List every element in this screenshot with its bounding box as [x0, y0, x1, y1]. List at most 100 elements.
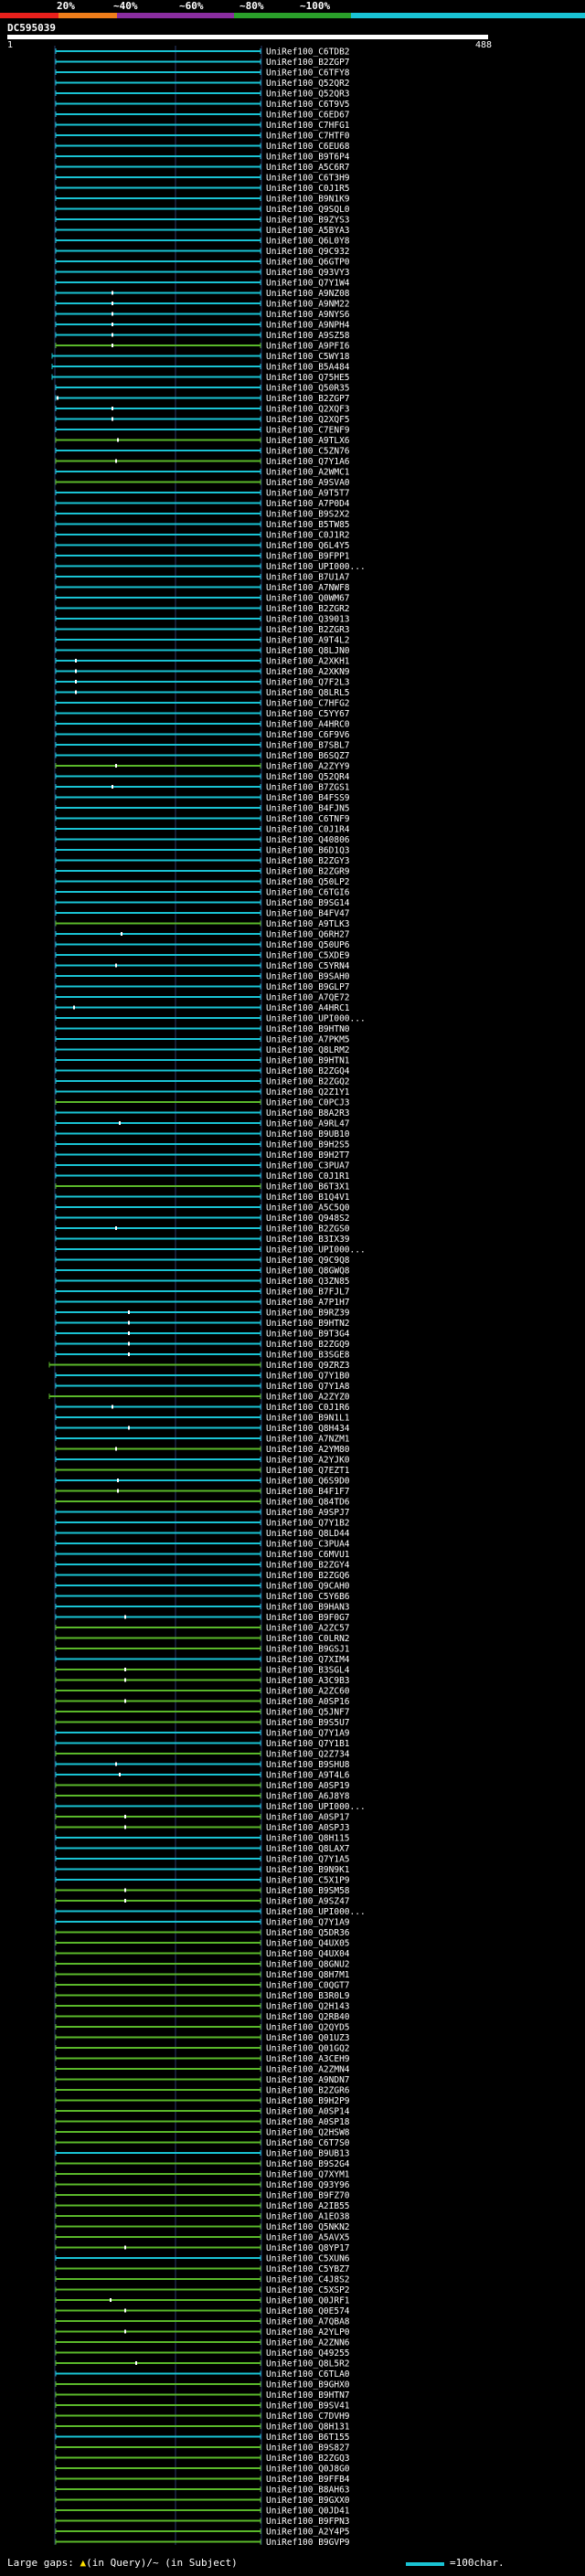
hit-label[interactable]: UniRef100_A9T4L6	[266, 1771, 350, 1781]
hit-row[interactable]: UniRef100_B9H2P9	[55, 2096, 350, 2106]
hit-label[interactable]: UniRef100_A2IB55	[266, 2201, 350, 2211]
hit-row[interactable]: UniRef100_B7FJL7	[55, 1288, 350, 1298]
hit-label[interactable]: UniRef100_Q2H143	[266, 2002, 350, 2012]
hit-row[interactable]: UniRef100_Q49255	[55, 2348, 350, 2359]
hit-label[interactable]: UniRef100_Q7Y1B0	[266, 1372, 350, 1382]
hit-row[interactable]: UniRef100_A5BYA3	[55, 226, 350, 236]
hit-label[interactable]: UniRef100_A0SP17	[266, 1813, 350, 1823]
hit-row[interactable]: UniRef100_Q7Y1B1	[55, 1739, 350, 1749]
hit-row[interactable]: UniRef100_B9GLP7	[55, 982, 350, 992]
hit-label[interactable]: UniRef100_Q75HE5	[266, 373, 350, 383]
hit-label[interactable]: UniRef100_Q5JNF7	[266, 1708, 350, 1718]
hit-row[interactable]: UniRef100_A9SZ58	[55, 331, 350, 341]
hit-row[interactable]: UniRef100_A9T4L2	[55, 636, 350, 646]
hit-row[interactable]: UniRef100_A9SVA0	[55, 478, 350, 488]
hit-label[interactable]: UniRef100_A7NWF8	[266, 583, 350, 593]
hit-row[interactable]: UniRef100_Q8H7M1	[55, 1970, 350, 1980]
hit-label[interactable]: UniRef100_A9SZ47	[266, 1897, 350, 1907]
hit-row[interactable]: UniRef100_B2ZGY4	[55, 1561, 350, 1571]
hit-row[interactable]: UniRef100_C3PUA4	[55, 1540, 350, 1550]
hit-label[interactable]: UniRef100_Q84TD6	[266, 1498, 350, 1508]
hit-label[interactable]: UniRef100_UPI000...	[266, 1907, 366, 1917]
hit-label[interactable]: UniRef100_C6TNF9	[266, 814, 350, 824]
hit-label[interactable]: UniRef100_B9FPP1	[266, 552, 350, 562]
hit-row[interactable]: UniRef100_B6T3X1	[55, 1182, 350, 1193]
hit-row[interactable]: UniRef100_Q7Y1B2	[55, 1519, 350, 1529]
hit-row[interactable]: UniRef100_B9GXX0	[55, 2496, 350, 2506]
hit-label[interactable]: UniRef100_B4FSS9	[266, 793, 350, 803]
hit-label[interactable]: UniRef100_Q2Z734	[266, 1750, 350, 1760]
hit-row[interactable]: UniRef100_A7QE72	[55, 993, 350, 1003]
hit-row[interactable]: UniRef100_C6ED67	[55, 111, 350, 121]
hit-row[interactable]: UniRef100_C4J8S2	[55, 2275, 350, 2285]
hit-row[interactable]: UniRef100_B9SAH0	[55, 972, 350, 982]
hit-row[interactable]: UniRef100_C6TNF9	[55, 814, 350, 824]
hit-row[interactable]: UniRef100_B9S827	[55, 2443, 350, 2454]
hit-label[interactable]: UniRef100_A4HRC0	[266, 720, 350, 730]
hit-label[interactable]: UniRef100_Q7Y1A9	[266, 1918, 350, 1928]
hit-row[interactable]: UniRef100_A5C5Q0	[55, 1203, 350, 1214]
hit-row[interactable]: UniRef100_C6MVU1	[55, 1550, 350, 1560]
hit-row[interactable]: UniRef100_A9NYS6	[55, 310, 350, 320]
hit-row[interactable]: UniRef100_A7NWF8	[55, 583, 350, 593]
hit-label[interactable]: UniRef100_B9H2S5	[266, 1140, 350, 1150]
hit-row[interactable]: UniRef100_Q7Y1A6	[55, 457, 350, 467]
hit-row[interactable]: UniRef100_A7P1H7	[55, 1298, 350, 1308]
hit-label[interactable]: UniRef100_A0SP16	[266, 1697, 350, 1707]
hit-row[interactable]: UniRef100_Q8H115	[55, 1834, 350, 1844]
hit-row[interactable]: UniRef100_A2YJK0	[55, 1456, 350, 1466]
hit-row[interactable]: UniRef100_B2ZGY3	[55, 856, 350, 866]
hit-label[interactable]: UniRef100_C6T9V5	[266, 100, 350, 110]
hit-row[interactable]: UniRef100_B4F1F7	[55, 1487, 350, 1497]
hit-row[interactable]: UniRef100_Q01GQ2	[55, 2044, 350, 2054]
hit-row[interactable]: UniRef100_B9N9K1	[55, 1865, 350, 1875]
hit-row[interactable]: UniRef100_Q0JD41	[55, 2507, 350, 2517]
hit-row[interactable]: UniRef100_UPI000...	[55, 562, 366, 572]
hit-row[interactable]: UniRef100_B2ZGQ4	[55, 1066, 350, 1076]
hit-row[interactable]: UniRef100_B2ZGP7	[55, 394, 350, 404]
hit-row[interactable]: UniRef100_Q01UZ3	[55, 2033, 350, 2043]
hit-label[interactable]: UniRef100_Q93Y96	[266, 2180, 350, 2190]
hit-label[interactable]: UniRef100_B9N1L1	[266, 1414, 350, 1424]
hit-label[interactable]: UniRef100_A2YLP0	[266, 2327, 350, 2337]
hit-label[interactable]: UniRef100_B7ZGS1	[266, 783, 350, 793]
hit-row[interactable]: UniRef100_B4FV47	[55, 909, 350, 919]
hit-label[interactable]: UniRef100_C5WY18	[266, 352, 350, 362]
hit-row[interactable]: UniRef100_B2ZGR3	[55, 625, 350, 635]
hit-label[interactable]: UniRef100_Q7Y1A8	[266, 1382, 350, 1392]
hit-row[interactable]: UniRef100_A2ZC57	[55, 1624, 350, 1634]
hit-label[interactable]: UniRef100_B9FPN3	[266, 2517, 350, 2527]
hit-label[interactable]: UniRef100_B9S2G4	[266, 2159, 350, 2169]
hit-row[interactable]: UniRef100_C5Y6B6	[55, 1592, 350, 1602]
hit-label[interactable]: UniRef100_Q5NKN2	[266, 2222, 350, 2232]
hit-label[interactable]: UniRef100_B9N1K9	[266, 195, 350, 205]
hit-label[interactable]: UniRef100_C5XUN6	[266, 2254, 350, 2264]
hit-row[interactable]: UniRef100_Q8LRL5	[55, 688, 350, 698]
hit-row[interactable]: UniRef100_Q6RH27	[55, 930, 350, 940]
hit-label[interactable]: UniRef100_B2ZGR6	[266, 2086, 350, 2096]
hit-label[interactable]: UniRef100_Q8H434	[266, 1424, 350, 1434]
hit-row[interactable]: UniRef100_B2ZGQ9	[55, 1340, 350, 1350]
hit-label[interactable]: UniRef100_Q6L4Y5	[266, 541, 350, 551]
hit-label[interactable]: UniRef100_B2ZGQ9	[266, 1340, 350, 1350]
hit-label[interactable]: UniRef100_Q9C932	[266, 247, 350, 257]
hit-row[interactable]: UniRef100_C5WY18	[51, 352, 350, 362]
hit-row[interactable]: UniRef100_B9HTN2	[55, 1319, 350, 1329]
hit-label[interactable]: UniRef100_B9H2P9	[266, 2096, 350, 2106]
hit-row[interactable]: UniRef100_B9S2G4	[55, 2159, 350, 2169]
hit-row[interactable]: UniRef100_C0LRN2	[55, 1634, 350, 1644]
hit-label[interactable]: UniRef100_A2ZYY9	[266, 762, 350, 772]
hit-row[interactable]: UniRef100_B9S5U7	[55, 1718, 350, 1728]
hit-row[interactable]: UniRef100_A2ZMN4	[55, 2065, 350, 2075]
hit-label[interactable]: UniRef100_B2ZGR3	[266, 625, 350, 635]
hit-row[interactable]: UniRef100_B9T6P4	[55, 153, 350, 163]
hit-label[interactable]: UniRef100_Q9ZRZ3	[266, 1361, 350, 1371]
hit-label[interactable]: UniRef100_C0QGT7	[266, 1981, 350, 1991]
hit-row[interactable]: UniRef100_B3SGL4	[55, 1666, 350, 1676]
hit-label[interactable]: UniRef100_Q9SQL0	[266, 205, 350, 215]
hit-row[interactable]: UniRef100_A9RL47	[55, 1119, 350, 1129]
hit-row[interactable]: UniRef100_B3R0L9	[55, 1991, 350, 2001]
hit-label[interactable]: UniRef100_C0J1R4	[266, 825, 350, 835]
hit-label[interactable]: UniRef100_A2XKN9	[266, 667, 350, 677]
hit-row[interactable]: UniRef100_C6F9V6	[55, 730, 350, 740]
